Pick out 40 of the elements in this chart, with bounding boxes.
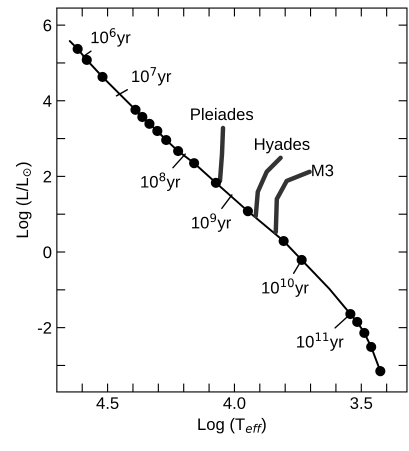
point <box>72 44 83 54</box>
point <box>97 72 108 82</box>
annotation: 10$^{6}$yr <box>92 28 130 47</box>
point <box>278 236 289 246</box>
point <box>130 104 141 115</box>
point <box>152 126 162 136</box>
point <box>210 178 222 188</box>
point <box>352 316 362 328</box>
point <box>189 158 200 168</box>
series-label: M3 <box>312 164 334 176</box>
x-tick-label: 3.5 <box>350 397 372 410</box>
x-axis-title: Log (T$_{eff}$) <box>198 418 266 434</box>
x-tick-label: 4.0 <box>223 397 246 410</box>
y-tick-label: 0 <box>43 246 52 258</box>
y-tick-label: 4 <box>43 95 52 107</box>
annotation: 10$^{10}$yr <box>262 278 309 297</box>
point <box>82 54 92 66</box>
annotation: 10$^{7}$yr <box>132 67 172 86</box>
y-axis-title: Log (L/L$_{⊙}$) <box>16 162 32 238</box>
line-series <box>254 156 283 218</box>
point <box>375 366 386 376</box>
point <box>137 112 148 122</box>
y-tick-label: 6 <box>44 20 52 32</box>
point <box>161 135 172 146</box>
point <box>242 206 253 216</box>
line-series <box>274 170 312 234</box>
point <box>173 146 184 156</box>
annotation: 10$^{11}$yr <box>297 332 344 351</box>
annotation: 10$^{8}$yr <box>141 172 180 192</box>
x-tick-label: 4.5 <box>96 397 118 410</box>
series-label: Hyades <box>254 138 310 154</box>
series-label: Pleiades <box>191 108 254 120</box>
point <box>144 118 155 129</box>
y-tick-label: 2 <box>44 170 52 182</box>
point <box>345 308 356 320</box>
point <box>296 254 307 266</box>
point <box>359 328 370 338</box>
y-tick-label: -2 <box>38 322 52 334</box>
annotation: 10$^{9}$yr <box>192 213 232 232</box>
point <box>366 342 376 352</box>
